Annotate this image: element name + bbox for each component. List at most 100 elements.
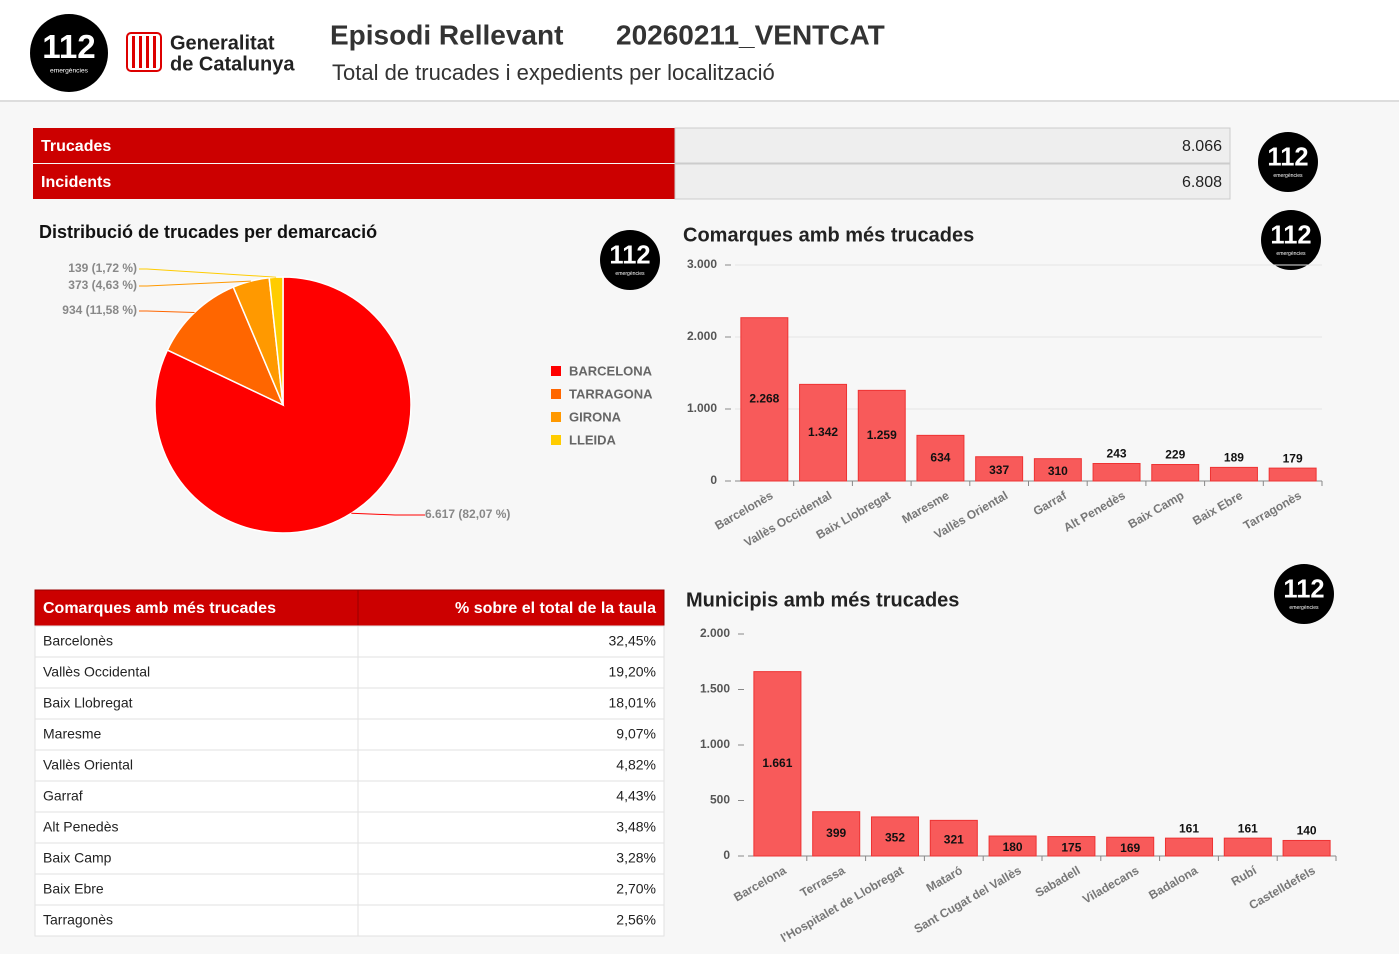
bar [1209, 466, 1258, 482]
pie-label: 373 (4,63 %) [68, 278, 137, 292]
table-header-bg [34, 589, 665, 627]
table-row-bg [34, 687, 665, 720]
kpi-label: Incidents [41, 174, 111, 191]
value-label: 189 [1224, 451, 1244, 465]
table-cell: 18,01% [609, 695, 656, 711]
table-cell: 2,70% [616, 881, 656, 897]
legend-label: TARRAGONA [569, 386, 653, 401]
table-cell: 3,28% [616, 850, 656, 866]
value-label: 161 [1238, 821, 1258, 835]
episode-code: 20260211_VENTCAT [616, 19, 885, 50]
table-cell: Tarragonès [43, 912, 113, 928]
legend-label: LLEIDA [569, 432, 617, 447]
table-cell: 3,48% [616, 819, 656, 835]
leader-line [351, 512, 425, 516]
bar [916, 434, 965, 482]
chart-title: Municipis amb més trucades [686, 589, 959, 611]
table-cell: Barcelonès [43, 633, 113, 649]
table-cell: Vallès Occidental [43, 664, 150, 680]
table-row-bg [34, 842, 665, 875]
logo-number: 112 [1283, 576, 1324, 604]
table-row-bg [34, 656, 665, 689]
logo-circle [30, 14, 108, 92]
table-cell: 32,45% [609, 633, 656, 649]
leader-line [139, 310, 195, 313]
value-label: 243 [1107, 447, 1127, 461]
pie-label: 139 (1,72 %) [68, 261, 137, 275]
table-cell: 2,56% [616, 912, 656, 928]
logo-sub: emergències [615, 271, 645, 277]
bar [740, 317, 789, 482]
table-row-bg [34, 749, 665, 782]
bar [753, 671, 802, 857]
kpi-value: 8.066 [1182, 138, 1222, 155]
bar [1151, 464, 1200, 482]
value-label: 352 [885, 831, 905, 845]
y-tick-label: 3.000 [687, 257, 717, 271]
value-label: 140 [1297, 824, 1317, 838]
table-cell: 19,20% [609, 664, 656, 680]
chart-title: Comarques amb més trucades [683, 224, 974, 246]
logo-sub: emergències [1273, 173, 1303, 179]
y-tick-label: 0 [723, 848, 730, 862]
bar [799, 383, 848, 482]
bar [988, 835, 1037, 857]
value-label: 2.268 [749, 392, 779, 406]
table-cell: Vallès Oriental [43, 757, 133, 773]
kpi-label: Trucades [41, 138, 111, 155]
bar [1268, 467, 1317, 482]
logo-circle [1258, 132, 1318, 192]
gov-name: Generalitat [170, 32, 275, 54]
kpi-value-bg [674, 163, 1231, 200]
logo-number: 112 [42, 29, 95, 66]
y-tick-label: 1.000 [700, 737, 730, 751]
page-subtitle: Total de trucades i expedients per local… [332, 60, 775, 85]
pie-slice [154, 276, 412, 534]
logo-number: 112 [609, 242, 650, 270]
value-label: 1.342 [808, 425, 838, 439]
y-tick-label: 0 [710, 473, 717, 487]
logo-circle [1274, 564, 1334, 624]
bar [1164, 837, 1214, 857]
bar [1223, 837, 1272, 857]
table-row-bg [34, 625, 665, 658]
pie-label: 6.617 (82,07 %) [425, 507, 510, 521]
y-tick-label: 1.000 [687, 401, 717, 415]
logo-sub: emergències [50, 67, 89, 74]
legend-swatch [551, 435, 561, 445]
value-label: 161 [1179, 821, 1199, 835]
legend-label: BARCELONA [569, 363, 653, 378]
table-header: Comarques amb més trucades [43, 600, 276, 617]
legend-label: GIRONA [569, 409, 622, 424]
table-row-bg [34, 873, 665, 906]
kpi-label-bg [33, 128, 675, 163]
value-label: 179 [1283, 451, 1303, 465]
y-tick-label: 2.000 [700, 626, 730, 640]
kpi-value: 6.808 [1182, 174, 1222, 191]
page-title: Episodi Rellevant [330, 19, 563, 50]
table-cell: Garraf [43, 788, 83, 804]
table-row-bg [34, 811, 665, 844]
pie-label: 934 (11,58 %) [62, 303, 137, 317]
value-label: 175 [1061, 840, 1081, 854]
gov-flag [126, 32, 162, 72]
value-label: 321 [944, 832, 964, 846]
bar [1106, 836, 1155, 857]
table-cell: Maresme [43, 726, 102, 742]
legend-swatch [551, 389, 561, 399]
table-cell: Baix Camp [43, 850, 112, 866]
table-cell: Baix Ebre [43, 881, 104, 897]
bar [1282, 839, 1331, 857]
value-label: 169 [1120, 841, 1140, 855]
table-row-bg [34, 780, 665, 813]
kpi-value-bg [674, 127, 1231, 164]
table-cell: Alt Penedès [43, 819, 119, 835]
table-row-bg [34, 718, 665, 751]
logo-circle [1261, 210, 1321, 270]
value-label: 1.661 [762, 756, 792, 770]
bar [1092, 463, 1141, 482]
value-label: 399 [826, 826, 846, 840]
table-cell: Baix Llobregat [43, 695, 133, 711]
chart-title: Distribució de trucades per demarcació [39, 222, 377, 242]
bar [870, 816, 920, 857]
